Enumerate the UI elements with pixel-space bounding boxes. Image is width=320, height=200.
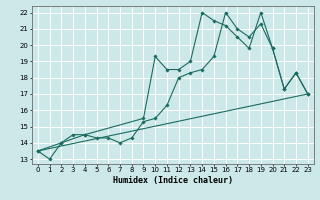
X-axis label: Humidex (Indice chaleur): Humidex (Indice chaleur): [113, 176, 233, 185]
